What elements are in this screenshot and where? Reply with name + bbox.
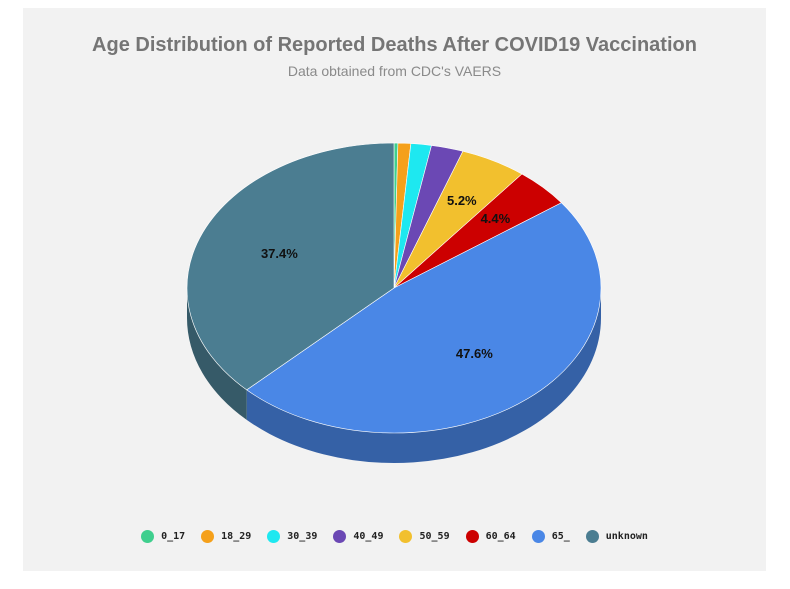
legend-item-18_29[interactable]: 18_29	[201, 530, 251, 543]
legend-label: 30_39	[287, 531, 318, 542]
legend-swatch	[141, 530, 155, 543]
legend-item-60_64[interactable]: 60_64	[465, 530, 516, 543]
pie-slice-65_[interactable]	[246, 202, 602, 434]
legend-label: 60_64	[485, 531, 516, 542]
pie-side-unknown	[187, 288, 247, 420]
slice-label-50_59: 5.2%	[447, 193, 477, 208]
legend-label: unknown	[605, 531, 648, 542]
legend-item-65_[interactable]: 65_	[531, 530, 570, 543]
legend-swatch	[201, 530, 215, 543]
chart-legend: 0_17 18_29 30_39 40_49 50_59 60_64 65_ unknown	[23, 530, 766, 543]
chart-card: 5.2% 4.4% 47.6% 37.4% Age Distribution of R…	[23, 8, 766, 571]
legend-swatch	[333, 530, 347, 543]
slice-label-60_64: 4.4%	[481, 211, 511, 226]
pie-chart: 5.2% 4.4% 47.6% 37.4%	[186, 142, 602, 463]
chart-subtitle: Data obtained from CDC's VAERS	[287, 63, 502, 79]
legend-label: 0_17	[161, 531, 186, 542]
legend-swatch	[531, 530, 545, 543]
legend-item-unknown[interactable]: unknown	[585, 530, 648, 543]
legend-label: 50_59	[419, 531, 450, 542]
pie-side-walls	[187, 288, 602, 463]
legend-item-0_17[interactable]: 0_17	[141, 530, 185, 543]
legend-label: 40_49	[353, 531, 384, 542]
legend-item-50_59[interactable]: 50_59	[399, 530, 450, 543]
legend-item-30_39[interactable]: 30_39	[267, 530, 317, 543]
slice-label-65_: 47.6%	[456, 346, 493, 361]
legend-swatch	[585, 530, 599, 543]
pie-side-65_	[246, 288, 602, 463]
legend-item-40_49[interactable]: 40_49	[333, 530, 383, 543]
legend-swatch	[465, 530, 479, 543]
chart-title: Age Distribution of Reported Deaths Afte…	[92, 34, 697, 56]
legend-label: 18_29	[221, 531, 252, 542]
slice-label-unknown: 37.4%	[261, 246, 298, 261]
pie-slice-unknown[interactable]	[186, 142, 395, 391]
legend-label: 65_	[551, 531, 570, 542]
legend-swatch	[267, 530, 281, 543]
legend-swatch	[399, 530, 413, 543]
